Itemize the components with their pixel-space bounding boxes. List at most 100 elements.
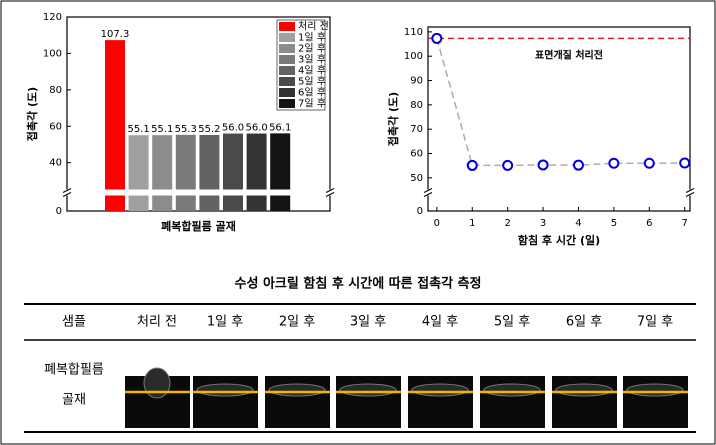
axis-break-gap	[686, 189, 694, 196]
legend-label: 7일 후	[298, 98, 326, 110]
table-title: 수성 아크릴 함침 후 시간에 따른 접촉각 측정	[235, 276, 482, 292]
bar	[223, 133, 243, 211]
value-label: 107.3	[101, 29, 130, 40]
bar	[199, 135, 220, 211]
y-tick-label: 80	[49, 85, 62, 96]
value-label: 55.3	[175, 124, 197, 135]
legend-label: 3일 후	[298, 54, 326, 66]
bar	[105, 40, 125, 212]
axis-break-gap	[63, 189, 71, 196]
legend-swatch	[279, 33, 295, 42]
bar	[270, 133, 291, 211]
table-header: 6일 후	[566, 315, 602, 330]
y-tick-label: 100	[404, 51, 423, 62]
legend-label: 2일 후	[298, 43, 326, 55]
y-tick-label: 50	[410, 173, 423, 184]
x-tick-label: 7	[682, 218, 688, 229]
value-label: 55.2	[198, 124, 220, 135]
table-header: 1일 후	[207, 315, 243, 330]
table-header: 3일 후	[350, 315, 386, 330]
plot-frame	[427, 26, 691, 212]
bar	[175, 134, 196, 211]
x-tick-label: 1	[469, 218, 475, 229]
bar	[128, 135, 149, 211]
legend-label: 6일 후	[298, 87, 326, 99]
data-line	[436, 38, 685, 167]
droplet	[339, 383, 397, 397]
droplet	[268, 383, 326, 397]
axis-break	[62, 188, 72, 193]
bar	[246, 133, 267, 211]
axis-break	[325, 192, 335, 197]
axis-break	[423, 188, 433, 193]
table-header: 5일 후	[494, 315, 530, 330]
y-tick-label: 0	[417, 206, 423, 217]
x-tick-label: 4	[575, 218, 581, 229]
droplet	[626, 383, 684, 397]
value-label: 56.1	[269, 122, 291, 133]
axis-break	[325, 188, 335, 193]
table-header: 처리 전	[137, 315, 177, 330]
y-tick-label: 120	[43, 12, 62, 23]
legend-swatch	[279, 22, 295, 31]
y-axis-label: 접촉각 (도)	[386, 92, 400, 146]
x-tick-label: 0	[434, 218, 440, 229]
droplet	[555, 383, 613, 397]
axis-break	[685, 188, 695, 193]
x-axis-label: 폐복합필름 골재	[161, 219, 236, 233]
y-axis-label: 접촉각 (도)	[25, 87, 39, 141]
legend-swatch	[279, 66, 295, 75]
data-point	[537, 159, 549, 171]
x-tick-label: 2	[504, 218, 510, 229]
plot-frame	[66, 16, 331, 212]
legend-swatch	[279, 99, 295, 108]
y-tick-label: 70	[410, 124, 423, 135]
bar	[152, 135, 173, 211]
value-label: 56.0	[222, 123, 244, 134]
y-tick-label: 110	[404, 27, 423, 38]
data-point	[679, 157, 691, 169]
y-tick-label: 40	[49, 158, 62, 169]
droplet	[143, 367, 171, 399]
data-point	[502, 159, 514, 171]
row-label: 골재	[62, 393, 86, 408]
table-header: 2일 후	[279, 315, 315, 330]
data-point	[643, 157, 655, 169]
axis-break	[62, 192, 72, 197]
data-point	[608, 157, 620, 169]
legend-swatch	[279, 44, 295, 53]
legend-swatch	[279, 77, 295, 86]
x-tick-label: 5	[611, 218, 617, 229]
break-gap	[68, 189, 329, 196]
data-point	[431, 32, 443, 44]
legend-label: 1일 후	[298, 32, 326, 44]
y-tick-label: 80	[410, 100, 423, 111]
legend-label: 5일 후	[298, 76, 326, 88]
table-header: 샘플	[62, 315, 86, 330]
axis-break	[685, 192, 695, 197]
droplet	[196, 383, 254, 397]
droplet	[483, 383, 541, 397]
data-point	[572, 159, 584, 171]
y-tick-label: 60	[49, 121, 62, 132]
legend-label: 4일 후	[298, 65, 326, 77]
row-label: 폐복합필름	[44, 363, 104, 378]
legend-swatch	[279, 55, 295, 64]
value-label: 55.1	[127, 124, 149, 135]
value-label: 55.1	[151, 124, 173, 135]
x-axis-label: 함침 후 시간 (일)	[518, 233, 600, 247]
x-tick-label: 6	[646, 218, 652, 229]
reference-label: 표면개질 처리전	[535, 48, 603, 61]
axis-break-gap	[326, 189, 334, 196]
axis-break	[423, 192, 433, 197]
y-tick-label: 90	[410, 76, 423, 87]
y-tick-label: 60	[410, 149, 423, 160]
y-tick-label: 0	[56, 206, 62, 217]
x-tick-label: 3	[540, 218, 546, 229]
data-point	[466, 159, 478, 171]
droplet	[411, 383, 469, 397]
y-tick-label: 100	[43, 48, 62, 59]
legend-swatch	[279, 88, 295, 97]
